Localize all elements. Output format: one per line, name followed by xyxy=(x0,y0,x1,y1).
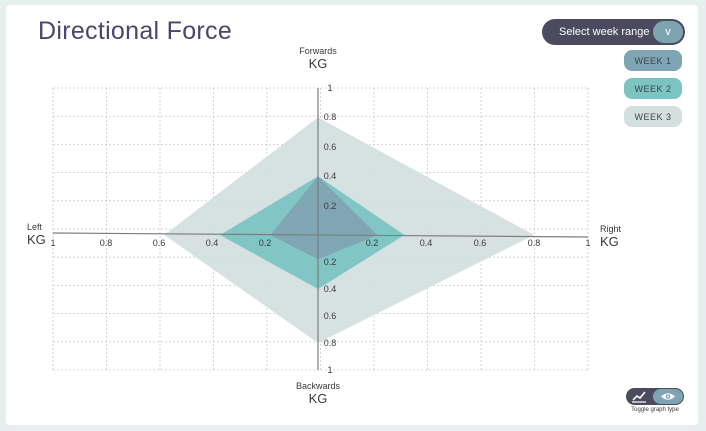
backwards-axis-label: Backwards KG xyxy=(288,381,348,406)
tick-label-backwards: 0.4 xyxy=(323,284,337,294)
left-name: Left xyxy=(27,222,43,232)
week-range-select[interactable]: Select week range v xyxy=(542,19,685,45)
horizontal-axis-line xyxy=(52,232,589,238)
line-chart-icon xyxy=(632,391,646,403)
graph-type-toggle[interactable] xyxy=(626,388,684,405)
tick-label-left: 1 xyxy=(50,238,56,248)
backwards-name: Backwards xyxy=(295,381,340,391)
tick-label-forwards: 0.6 xyxy=(323,141,337,152)
tick-label-forwards: 1 xyxy=(327,83,333,93)
tick-label-backwards: 0.6 xyxy=(323,311,337,321)
tick-label-left: 0.6 xyxy=(152,238,166,248)
right-name: Right xyxy=(600,224,622,234)
forwards-unit: KG xyxy=(308,56,328,71)
tick-label-right: 0.6 xyxy=(473,238,487,248)
left-axis-label: Left KG xyxy=(27,222,46,247)
forwards-axis-label: Forwards KG xyxy=(288,46,348,71)
tick-label-left: 0.8 xyxy=(99,238,113,248)
tick-label-forwards: 0.4 xyxy=(323,171,337,182)
backwards-unit: KG xyxy=(308,391,328,406)
tick-label-right: 1 xyxy=(585,238,591,248)
tick-label-backwards: 0.2 xyxy=(323,257,337,267)
week-3-button[interactable]: WEEK 3 xyxy=(624,106,682,127)
tick-label-forwards: 0.8 xyxy=(323,112,337,123)
right-unit: KG xyxy=(600,234,619,249)
left-unit: KG xyxy=(27,232,46,247)
tick-label-right: 0.8 xyxy=(527,238,541,248)
eye-icon[interactable] xyxy=(653,389,683,404)
page-title: Directional Force xyxy=(38,17,233,45)
tick-label-right: 0.2 xyxy=(365,238,379,248)
tick-label-backwards: 1 xyxy=(327,365,333,375)
right-axis-label: Right KG xyxy=(600,224,621,249)
tick-label-left: 0.4 xyxy=(205,238,219,248)
chevron-down-icon[interactable]: v xyxy=(653,21,683,43)
week-2-button[interactable]: WEEK 2 xyxy=(624,78,682,99)
chart-series xyxy=(164,117,535,344)
tick-label-backwards: 0.8 xyxy=(323,338,337,348)
series-week-1-area xyxy=(270,176,378,260)
toggle-graph-type-label: Toggle graph type xyxy=(631,407,679,413)
week-range-label: Select week range xyxy=(559,26,650,38)
tick-label-right: 0.4 xyxy=(419,238,433,248)
forwards-name: Forwards xyxy=(299,46,337,56)
week-1-button[interactable]: WEEK 1 xyxy=(624,50,682,71)
tick-label-left: 0.2 xyxy=(258,238,272,248)
chart-axes xyxy=(52,88,589,370)
tick-label-forwards: 0.2 xyxy=(323,200,337,211)
